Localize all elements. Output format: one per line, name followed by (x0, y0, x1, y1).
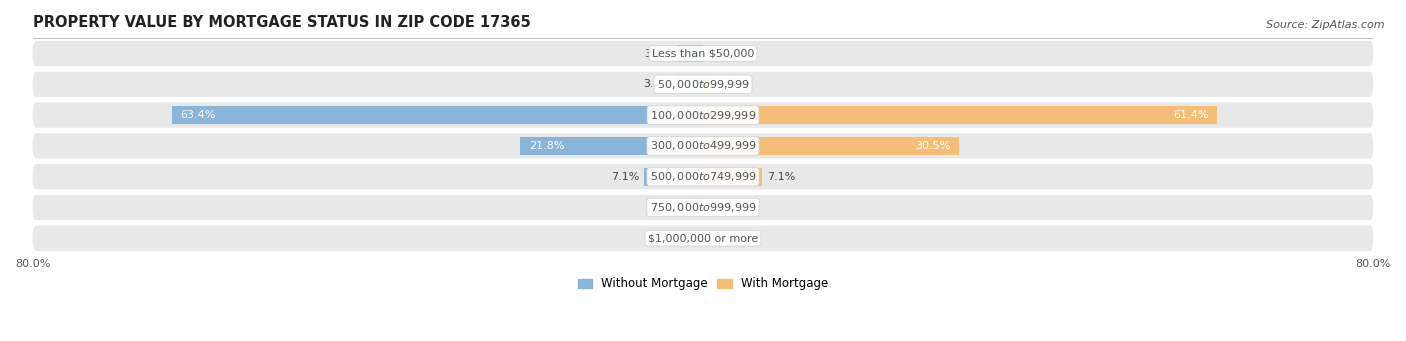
Text: 7.1%: 7.1% (612, 172, 640, 182)
Bar (678, 45, 703, 62)
Text: 0.0%: 0.0% (707, 48, 735, 59)
Text: 0.0%: 0.0% (707, 233, 735, 243)
Bar (703, 106, 1218, 124)
Text: 1.1%: 1.1% (717, 79, 745, 89)
Text: PROPERTY VALUE BY MORTGAGE STATUS IN ZIP CODE 17365: PROPERTY VALUE BY MORTGAGE STATUS IN ZIP… (32, 15, 530, 30)
Text: $750,000 to $999,999: $750,000 to $999,999 (650, 201, 756, 214)
Text: Source: ZipAtlas.com: Source: ZipAtlas.com (1267, 20, 1385, 30)
FancyBboxPatch shape (32, 72, 1374, 97)
Bar (644, 168, 703, 186)
Bar (675, 75, 703, 93)
Legend: Without Mortgage, With Mortgage: Without Mortgage, With Mortgage (574, 273, 832, 295)
Text: 0.0%: 0.0% (671, 233, 699, 243)
FancyBboxPatch shape (32, 41, 1374, 66)
Text: 63.4%: 63.4% (180, 110, 215, 120)
Bar (520, 137, 703, 155)
Text: 21.8%: 21.8% (529, 141, 564, 151)
Text: 7.1%: 7.1% (766, 172, 794, 182)
Text: 61.4%: 61.4% (1174, 110, 1209, 120)
Bar (172, 106, 703, 124)
FancyBboxPatch shape (32, 164, 1374, 189)
Text: Less than $50,000: Less than $50,000 (652, 48, 754, 59)
FancyBboxPatch shape (32, 195, 1374, 220)
Text: $300,000 to $499,999: $300,000 to $499,999 (650, 139, 756, 152)
FancyBboxPatch shape (32, 133, 1374, 159)
Text: $50,000 to $99,999: $50,000 to $99,999 (657, 78, 749, 91)
Text: $500,000 to $749,999: $500,000 to $749,999 (650, 170, 756, 183)
Text: $100,000 to $299,999: $100,000 to $299,999 (650, 108, 756, 122)
Text: 30.5%: 30.5% (915, 141, 950, 151)
Text: $1,000,000 or more: $1,000,000 or more (648, 233, 758, 243)
FancyBboxPatch shape (32, 226, 1374, 251)
Text: 0.0%: 0.0% (707, 203, 735, 212)
Text: 3.1%: 3.1% (644, 48, 673, 59)
Bar (692, 198, 703, 217)
Bar (703, 137, 959, 155)
Bar (703, 75, 713, 93)
Text: 3.3%: 3.3% (643, 79, 671, 89)
Bar (703, 168, 762, 186)
Text: 1.3%: 1.3% (659, 203, 688, 212)
FancyBboxPatch shape (32, 103, 1374, 128)
